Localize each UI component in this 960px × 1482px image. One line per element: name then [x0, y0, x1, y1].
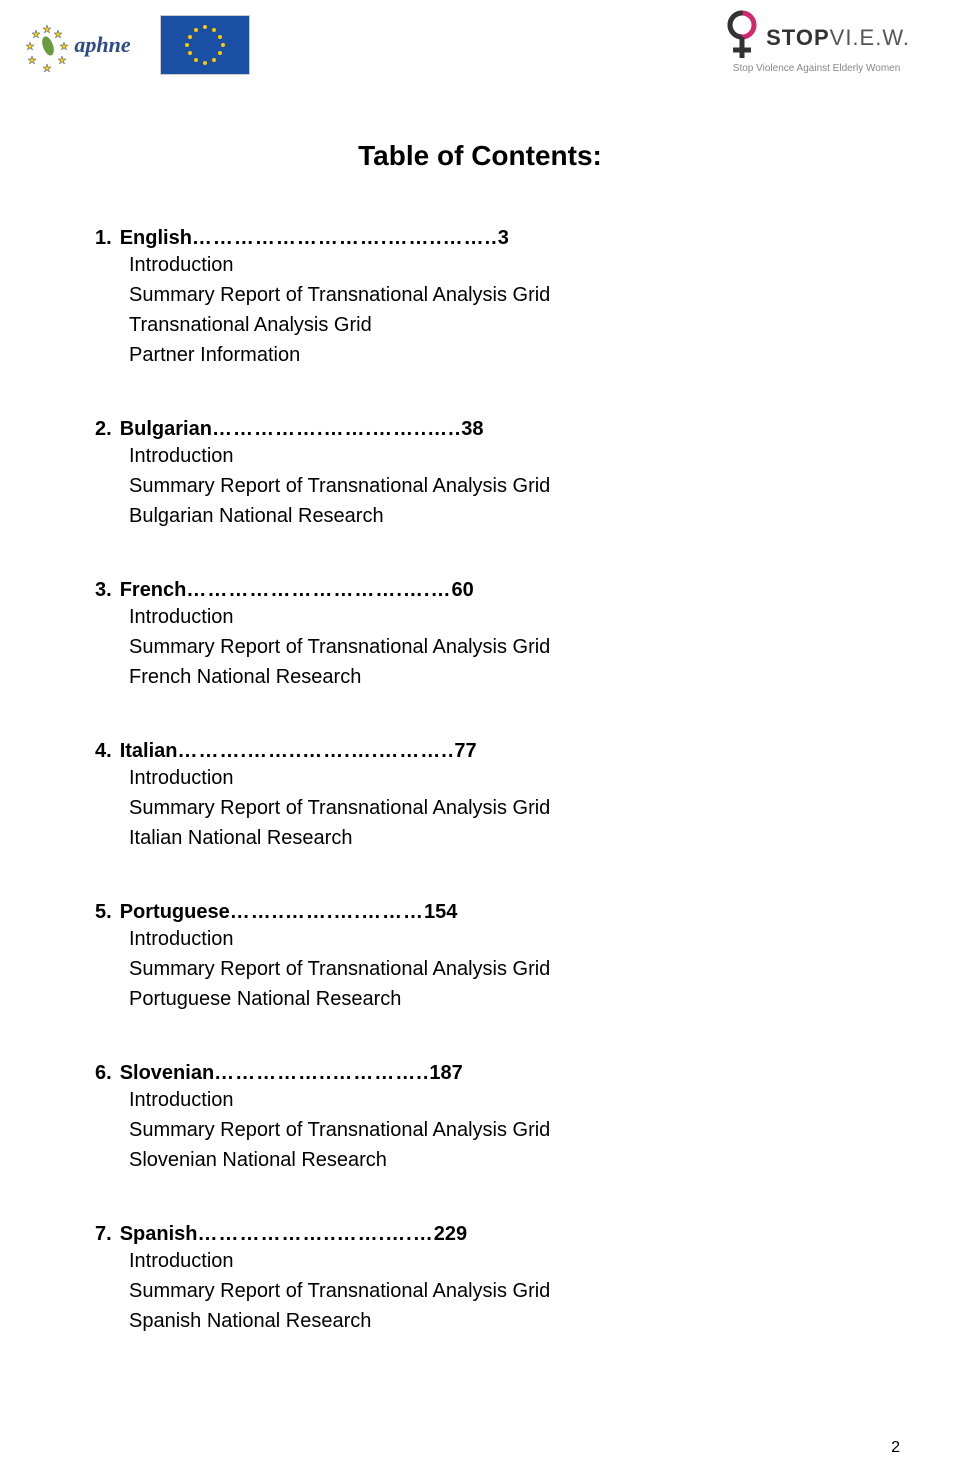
toc-dots: ……………..………….. — [214, 1062, 429, 1085]
toc-sub-item: Summary Report of Transnational Analysis… — [129, 632, 865, 662]
toc-dots: ………………..…….….… — [197, 1223, 433, 1246]
toc-name: Italian — [120, 740, 178, 763]
toc-name: Spanish — [120, 1223, 198, 1246]
eu-stars-icon — [180, 20, 230, 70]
toc-sub-item: French National Research — [129, 662, 865, 692]
toc-dots: ………………………….….… — [186, 579, 451, 602]
toc-number: 3. — [95, 579, 112, 602]
toc-sub-item: Summary Report of Transnational Analysis… — [129, 954, 865, 984]
toc-name: English — [120, 227, 192, 250]
toc-sub-item: Summary Report of Transnational Analysis… — [129, 1276, 865, 1306]
toc-page: 38 — [461, 418, 483, 441]
toc-number: 4. — [95, 740, 112, 763]
toc-number: 2. — [95, 418, 112, 441]
stopview-logo: STOPVI.E.W. Stop Violence Against Elderl… — [723, 10, 910, 74]
toc-sub-item: Italian National Research — [129, 823, 865, 853]
toc-sub-item: Introduction — [129, 1246, 865, 1276]
toc-sub-item: Introduction — [129, 924, 865, 954]
toc-section-bulgarian: 2. Bulgarian …………….…….……..….. 38 Introdu… — [95, 418, 865, 531]
daphne-logo: aphne — [20, 10, 150, 80]
toc-number: 6. — [95, 1062, 112, 1085]
toc-dots: ……..…….….……… — [230, 901, 424, 924]
toc-section-spanish: 7. Spanish ………………..…….….… 229 Introducti… — [95, 1223, 865, 1336]
stopview-tagline: Stop Violence Against Elderly Women — [733, 63, 901, 74]
toc-head: 7. Spanish ………………..…….….… 229 — [95, 1223, 865, 1246]
toc-section-english: 1. English ……………………….……..…….. 3 Introduc… — [95, 227, 865, 370]
page-title: Table of Contents: — [0, 140, 960, 172]
toc-sub-item: Introduction — [129, 250, 865, 280]
toc-sub-item: Summary Report of Transnational Analysis… — [129, 793, 865, 823]
toc-number: 1. — [95, 227, 112, 250]
toc-sub-item: Summary Report of Transnational Analysis… — [129, 471, 865, 501]
toc-page: 3 — [498, 227, 509, 250]
toc-name: French — [120, 579, 187, 602]
toc-head: 2. Bulgarian …………….…….……..….. 38 — [95, 418, 865, 441]
toc-number: 5. — [95, 901, 112, 924]
toc-page: 154 — [424, 901, 457, 924]
toc-page: 60 — [452, 579, 474, 602]
toc-sub-item: Introduction — [129, 763, 865, 793]
daphne-stars-icon — [22, 22, 72, 72]
logos-left-group: aphne — [20, 10, 250, 80]
toc-sub-item: Bulgarian National Research — [129, 501, 865, 531]
toc-sub-item: Introduction — [129, 441, 865, 471]
toc-dots: ……………………….……..…….. — [192, 227, 498, 250]
toc-section-italian: 4. Italian ……….……..…….….……….. 77 Introdu… — [95, 740, 865, 853]
toc-sub-item: Introduction — [129, 1085, 865, 1115]
toc-name: Slovenian — [120, 1062, 214, 1085]
page-number: 2 — [891, 1439, 900, 1457]
toc-head: 5. Portuguese ……..…….….……… 154 — [95, 901, 865, 924]
toc-sub-item: Summary Report of Transnational Analysis… — [129, 280, 865, 310]
toc-head: 3. French ………………………….….… 60 — [95, 579, 865, 602]
stopview-logo-text: STOPVI.E.W. — [766, 25, 910, 51]
toc-sub-item: Portuguese National Research — [129, 984, 865, 1014]
toc-sub-item: Transnational Analysis Grid — [129, 310, 865, 340]
venus-icon — [723, 10, 761, 65]
toc-head: 6. Slovenian ……………..………….. 187 — [95, 1062, 865, 1085]
eu-flag-logo — [160, 15, 250, 75]
toc-sub-item: Introduction — [129, 602, 865, 632]
toc-number: 7. — [95, 1223, 112, 1246]
toc-head: 4. Italian ……….……..…….….……….. 77 — [95, 740, 865, 763]
toc-sub-item: Slovenian National Research — [129, 1145, 865, 1175]
toc-sub-item: Summary Report of Transnational Analysis… — [129, 1115, 865, 1145]
toc-dots: …………….…….……..….. — [212, 418, 461, 441]
toc-name: Portuguese — [120, 901, 230, 924]
toc-page: 77 — [454, 740, 476, 763]
daphne-logo-text: aphne — [74, 32, 130, 58]
toc-page: 187 — [429, 1062, 462, 1085]
page-header: aphne STOPVI.E.W. Stop Violence A — [0, 0, 960, 80]
stopview-logo-top: STOPVI.E.W. — [723, 10, 910, 65]
toc-dots: ……….……..…….….……….. — [177, 740, 454, 763]
toc-section-slovenian: 6. Slovenian ……………..………….. 187 Introduct… — [95, 1062, 865, 1175]
toc-sub-item: Partner Information — [129, 340, 865, 370]
toc-sub-item: Spanish National Research — [129, 1306, 865, 1336]
toc-name: Bulgarian — [120, 418, 212, 441]
toc-section-portuguese: 5. Portuguese ……..…….….……… 154 Introduct… — [95, 901, 865, 1014]
toc-content: 1. English ……………………….……..…….. 3 Introduc… — [0, 227, 960, 1336]
toc-section-french: 3. French ………………………….….… 60 Introduction… — [95, 579, 865, 692]
toc-head: 1. English ……………………….……..…….. 3 — [95, 227, 865, 250]
toc-page: 229 — [434, 1223, 467, 1246]
